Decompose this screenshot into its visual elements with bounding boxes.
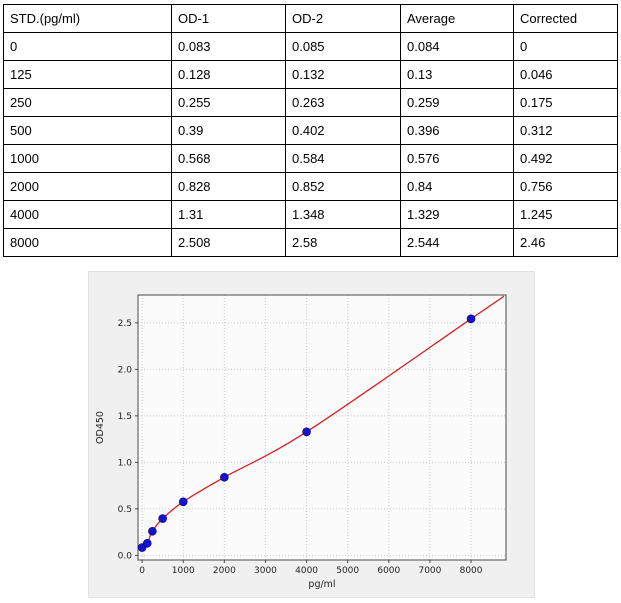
table-cell: 1.31: [171, 200, 286, 229]
column-header-corrected: Corrected: [513, 4, 618, 33]
y-tick-label: 0.0: [118, 551, 133, 561]
column-header-od2: OD-2: [285, 4, 401, 33]
table-row: 1000 0.568 0.584 0.576 0.492: [3, 144, 618, 173]
x-tick-label: 8000: [460, 566, 483, 576]
standard-curve-figure: 0 1000 2000 3000 4000 5000 6000 7000 8000 0.0 0.5 1…: [88, 271, 535, 598]
table-cell: 0.402: [285, 116, 401, 145]
x-tick-label: 1000: [172, 566, 195, 576]
table-cell: 0.756: [513, 172, 618, 201]
table-cell: 0.39: [171, 116, 286, 145]
table-cell: 0.396: [400, 116, 514, 145]
table-cell: 0.175: [513, 88, 618, 117]
table-cell: 0.083: [171, 32, 286, 61]
x-tick-label: 3000: [254, 566, 277, 576]
y-axis-label: OD450: [95, 411, 106, 444]
x-axis-label: pg/ml: [308, 579, 335, 590]
table-body: 0 0.083 0.085 0.084 0 125 0.128 0.132 0.13 0.046 2…: [3, 32, 618, 257]
table-cell: 0.13: [400, 60, 514, 89]
data-point: [302, 427, 311, 437]
table-cell: 0.255: [171, 88, 286, 117]
table-cell: 2.58: [285, 228, 401, 257]
x-tick-label: 6000: [377, 566, 400, 576]
table-cell: 0: [513, 32, 618, 61]
table-cell: 0.263: [285, 88, 401, 117]
fit-curve-line: [141, 295, 505, 549]
table-cell: 0.584: [285, 144, 401, 173]
table-cell: 0: [3, 32, 172, 61]
table-cell: 1.348: [285, 200, 401, 229]
data-point: [466, 314, 476, 324]
x-tick-label: 7000: [418, 566, 441, 576]
table-cell: 0.568: [171, 144, 286, 173]
x-tick-label: 5000: [336, 566, 359, 576]
table-cell: 1.329: [400, 200, 514, 229]
table-cell: 0.084: [400, 32, 514, 61]
table-cell: 1000: [3, 144, 172, 173]
table-cell: 250: [3, 88, 172, 117]
y-tick-label: 2.5: [118, 319, 132, 329]
table-cell: 0.312: [513, 116, 618, 145]
table-cell: 2000: [3, 172, 172, 201]
column-header-std: STD.(pg/ml): [3, 4, 172, 33]
y-tick-label: 2.0: [118, 365, 133, 375]
y-tick-label: 1.0: [118, 458, 133, 468]
table-cell: 1.245: [513, 200, 618, 229]
data-point: [148, 526, 157, 536]
table-cell: 0.576: [400, 144, 514, 173]
data-point: [158, 514, 167, 523]
table-cell: 0.852: [285, 172, 401, 201]
table-cell: 2.544: [400, 228, 514, 257]
table-row: 4000 1.31 1.348 1.329 1.245: [3, 200, 618, 229]
table-cell: 0.046: [513, 60, 618, 89]
table-cell: 0.259: [400, 88, 514, 117]
standard-curve-svg: 0 1000 2000 3000 4000 5000 6000 7000 8000 0.0 0.5 1…: [95, 294, 507, 590]
table-cell: 2.508: [171, 228, 286, 257]
x-tick-label: 2000: [213, 566, 236, 576]
table-row: 250 0.255 0.263 0.259 0.175: [3, 88, 618, 117]
table-cell: 2.46: [513, 228, 618, 257]
plot-area: [138, 295, 506, 560]
table-row: 2000 0.828 0.852 0.84 0.756: [3, 172, 618, 201]
table-cell: 0.84: [400, 172, 514, 201]
table-cell: 0.132: [285, 60, 401, 89]
table-cell: 4000: [3, 200, 172, 229]
table-cell: 0.828: [171, 172, 286, 201]
column-header-od1: OD-1: [171, 4, 286, 33]
y-tick-label: 0.5: [118, 505, 132, 515]
column-header-average: Average: [400, 4, 514, 33]
x-tick-label: 4000: [295, 566, 318, 576]
table-row: 125 0.128 0.132 0.13 0.046: [3, 60, 618, 89]
y-tick-label: 1.5: [118, 412, 132, 422]
plot-border: [137, 294, 507, 561]
x-tick-label: 0: [139, 566, 145, 576]
table-cell: 0.128: [171, 60, 286, 89]
data-point: [178, 497, 188, 507]
data-point: [220, 472, 229, 482]
table-row: 8000 2.508 2.58 2.544 2.46: [3, 228, 618, 257]
table-cell: 125: [3, 60, 172, 89]
table-cell: 500: [3, 116, 172, 145]
table-cell: 0.085: [285, 32, 401, 61]
table-cell: 0.492: [513, 144, 618, 173]
table-header-row: STD.(pg/ml) OD-1 OD-2 Average Corrected: [3, 4, 618, 33]
table-row: 0 0.083 0.085 0.084 0: [3, 32, 618, 61]
table-row: 500 0.39 0.402 0.396 0.312: [3, 116, 618, 145]
data-point: [142, 538, 152, 548]
table-cell: 8000: [3, 228, 172, 257]
standards-table: STD.(pg/ml) OD-1 OD-2 Average Corrected …: [3, 4, 618, 257]
